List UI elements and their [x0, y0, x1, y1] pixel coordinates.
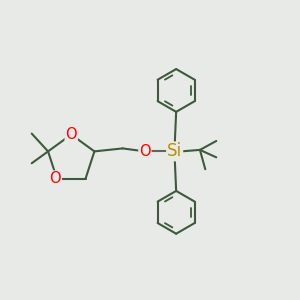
Text: O: O — [50, 171, 61, 186]
Text: O: O — [139, 144, 151, 159]
Text: O: O — [65, 127, 77, 142]
Text: Si: Si — [167, 142, 182, 160]
